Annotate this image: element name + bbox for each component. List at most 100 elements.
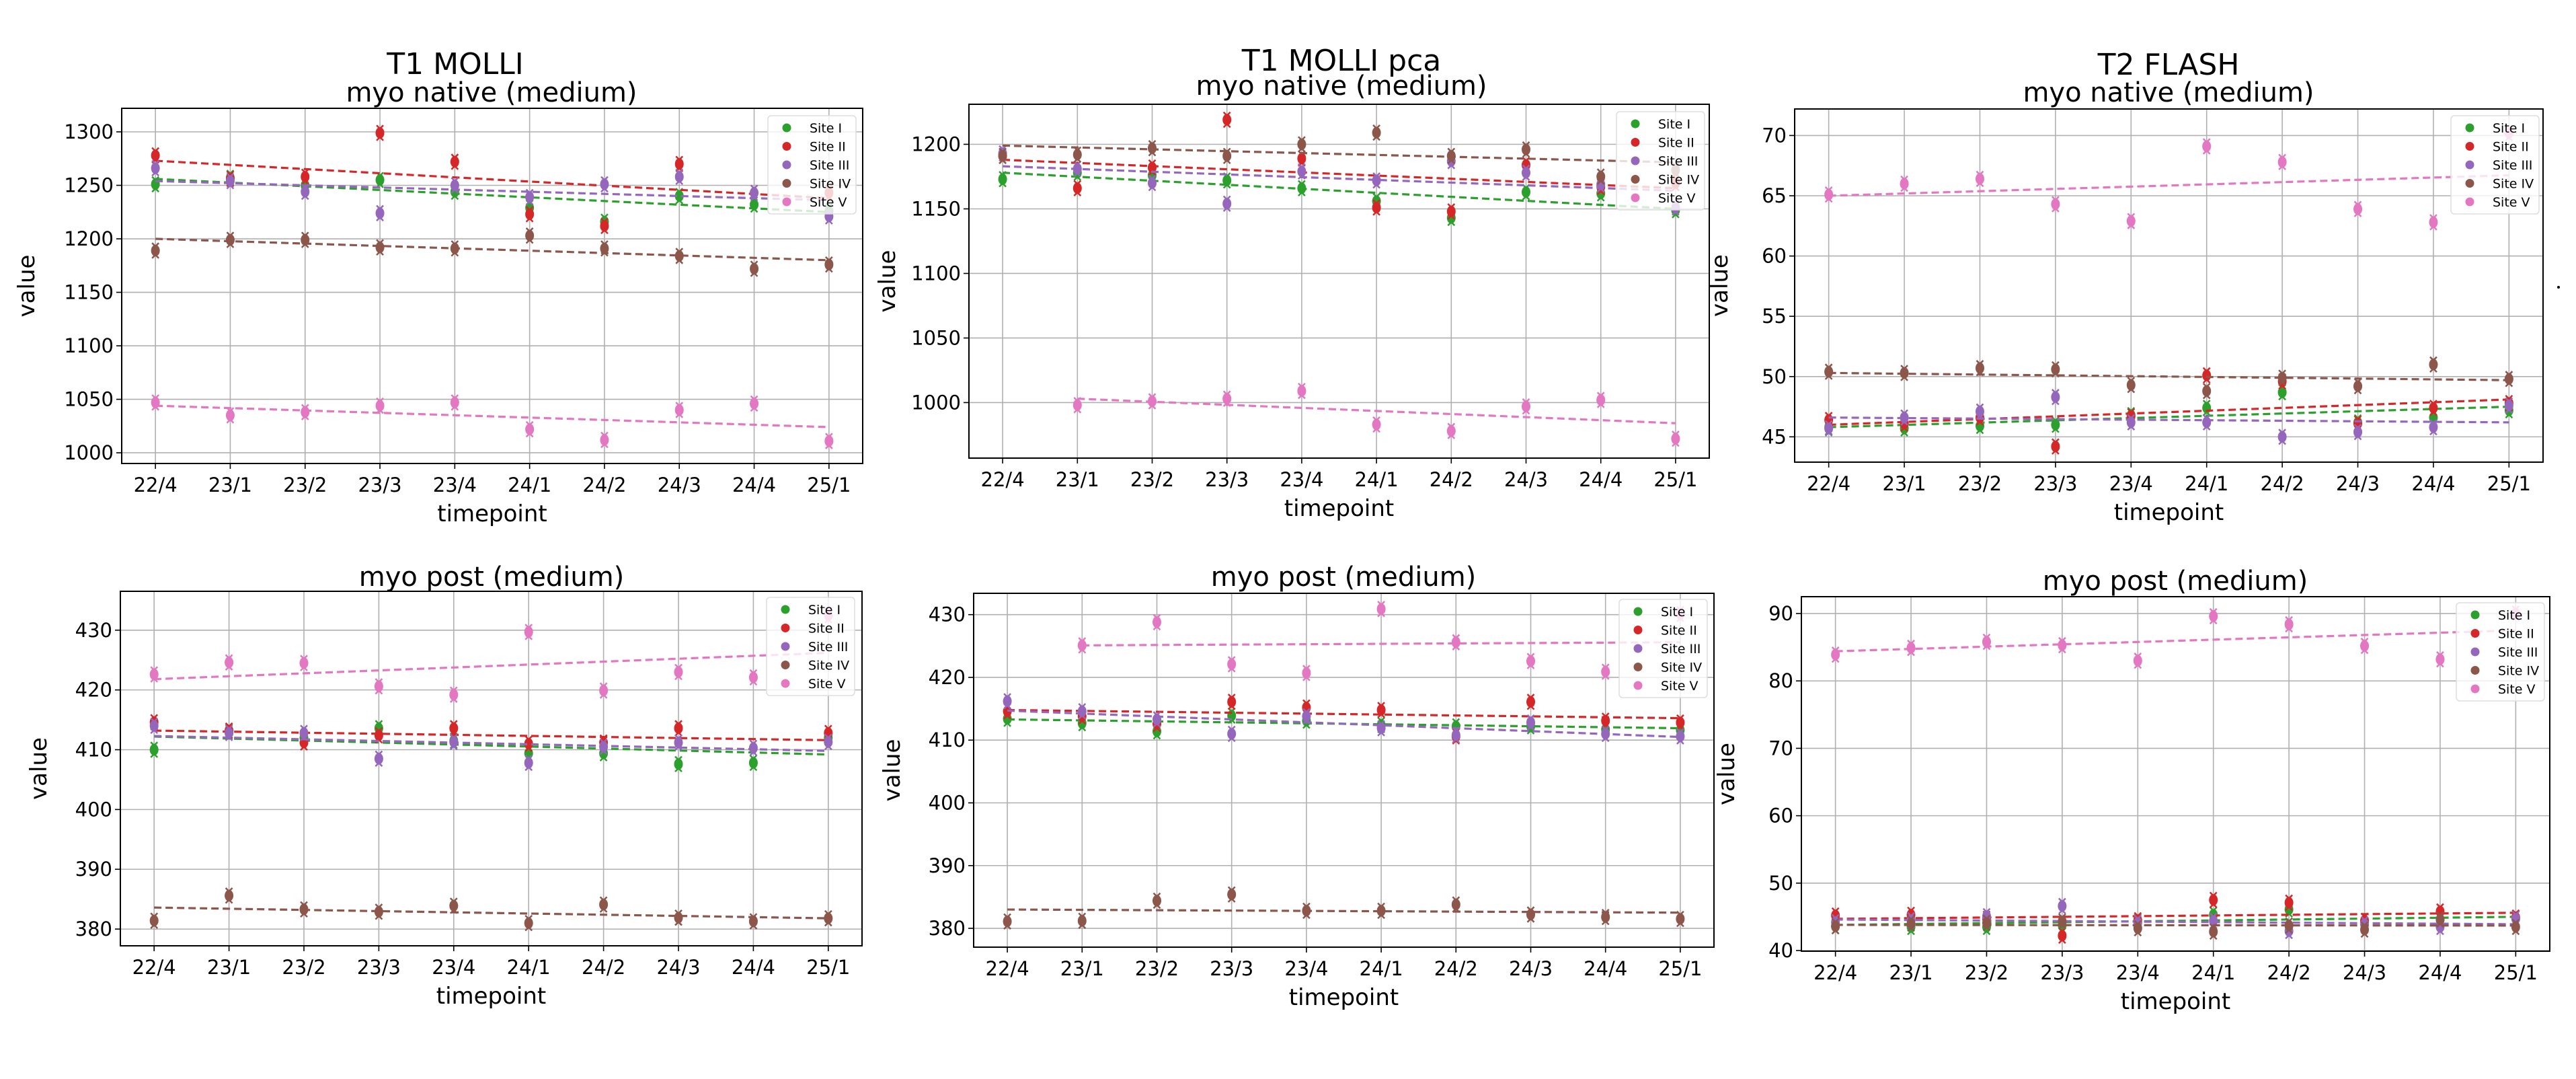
legend-label: Site I bbox=[810, 121, 842, 136]
x-tick-label: 22/4 bbox=[132, 956, 176, 979]
y-tick-label: 1100 bbox=[911, 262, 961, 285]
subplot-title: myo post (medium) bbox=[1211, 562, 1477, 593]
plot-area bbox=[1824, 124, 2513, 455]
trend-line bbox=[1828, 371, 2509, 381]
trend-line bbox=[155, 178, 829, 213]
data-point bbox=[1376, 603, 1386, 615]
data-point bbox=[1596, 394, 1606, 406]
data-point bbox=[1297, 385, 1306, 397]
x-tick-label: 24/1 bbox=[508, 474, 551, 496]
series-site-iii bbox=[149, 717, 833, 772]
legend-label: Site II bbox=[808, 622, 845, 636]
data-point bbox=[1446, 150, 1456, 162]
data-point bbox=[2284, 920, 2294, 932]
legend-marker-icon bbox=[2470, 684, 2480, 694]
data-point bbox=[1372, 202, 1381, 214]
legend-marker-icon bbox=[2465, 197, 2474, 207]
data-point bbox=[1376, 704, 1386, 716]
data-point bbox=[599, 899, 609, 911]
data-point bbox=[449, 899, 459, 911]
data-point bbox=[1147, 142, 1157, 154]
data-point bbox=[2504, 373, 2513, 385]
trend-line bbox=[1828, 398, 2509, 426]
data-point bbox=[1831, 920, 1840, 932]
x-tick-label: 23/4 bbox=[2116, 961, 2160, 984]
x-tick-label: 23/2 bbox=[1965, 961, 2008, 984]
legend-marker-icon bbox=[1631, 156, 1640, 165]
y-tick-label: 70 bbox=[1768, 737, 1793, 759]
y-tick-label: 1150 bbox=[911, 197, 961, 220]
y-tick-label: 1300 bbox=[64, 120, 114, 143]
data-point bbox=[1077, 915, 1087, 927]
y-tick-label: 420 bbox=[75, 679, 112, 702]
x-axis-label: timepoint bbox=[2121, 988, 2231, 1015]
data-point bbox=[1676, 716, 1685, 729]
series-site-iv bbox=[1003, 886, 1685, 930]
data-point bbox=[1982, 636, 1991, 648]
y-tick-label: 60 bbox=[1768, 805, 1793, 827]
data-point bbox=[2058, 916, 2067, 928]
subplot-title: myo native (medium) bbox=[2023, 77, 2314, 108]
data-point bbox=[2209, 894, 2218, 906]
x-tick-label: 22/4 bbox=[1807, 472, 1850, 495]
trend-line bbox=[154, 651, 828, 681]
x-tick-label: 23/3 bbox=[357, 956, 401, 979]
data-point bbox=[1152, 713, 1161, 725]
legend-marker-icon bbox=[2470, 610, 2480, 620]
data-point bbox=[151, 396, 160, 408]
data-point bbox=[2051, 441, 2060, 453]
x-tick-label: 22/4 bbox=[981, 468, 1025, 491]
data-point bbox=[149, 915, 159, 927]
trend-line bbox=[1835, 924, 2516, 927]
trend-line bbox=[155, 159, 829, 200]
data-point bbox=[375, 174, 385, 186]
x-tick-label: 23/3 bbox=[1205, 468, 1249, 491]
data-point bbox=[2126, 215, 2136, 227]
data-point bbox=[1072, 182, 1082, 194]
data-point bbox=[2202, 369, 2212, 381]
data-point bbox=[824, 736, 833, 748]
trend-line bbox=[1835, 918, 2516, 926]
data-point bbox=[1302, 710, 1311, 722]
x-tick-label: 24/3 bbox=[1504, 468, 1548, 491]
data-point bbox=[375, 400, 385, 412]
data-point bbox=[2504, 400, 2513, 412]
data-point bbox=[2133, 922, 2142, 934]
data-point bbox=[225, 234, 235, 246]
legend-marker-icon bbox=[2470, 666, 2480, 675]
legend-box bbox=[1618, 599, 1708, 698]
data-point bbox=[2429, 359, 2438, 371]
data-point bbox=[1676, 913, 1685, 925]
legend-box bbox=[766, 597, 855, 696]
data-point bbox=[450, 396, 459, 408]
legend-label: Site III bbox=[808, 640, 848, 655]
trend-line bbox=[1835, 911, 2516, 920]
data-point bbox=[1601, 728, 1610, 740]
subplot-title: myo post (medium) bbox=[359, 562, 625, 593]
y-tick-label: 390 bbox=[929, 854, 966, 877]
y-axis-label: value bbox=[26, 737, 52, 800]
data-point bbox=[449, 722, 459, 735]
data-point bbox=[2353, 203, 2363, 215]
legend-marker-icon bbox=[782, 160, 791, 170]
trend-line bbox=[1007, 708, 1680, 720]
data-point bbox=[1152, 895, 1161, 907]
legend-label: Site V bbox=[810, 195, 847, 210]
data-point bbox=[1372, 418, 1381, 431]
legend-marker-icon bbox=[782, 123, 791, 133]
data-point bbox=[2051, 198, 2060, 211]
y-tick-label: 1100 bbox=[64, 334, 114, 357]
series-site-v bbox=[1077, 601, 1685, 681]
x-tick-label: 23/1 bbox=[1882, 472, 1926, 495]
x-tick-label: 23/1 bbox=[207, 956, 251, 979]
data-point bbox=[1302, 905, 1311, 917]
axes-frame bbox=[973, 593, 1715, 948]
trend-line bbox=[1003, 165, 1676, 192]
y-tick-label: 55 bbox=[1762, 305, 1787, 328]
legend: Site I Site II Site III Site IV Site V bbox=[1618, 599, 1708, 698]
y-tick-label: 390 bbox=[75, 858, 112, 881]
x-tick-label: 22/4 bbox=[986, 957, 1029, 980]
trend-line bbox=[1835, 916, 2516, 926]
